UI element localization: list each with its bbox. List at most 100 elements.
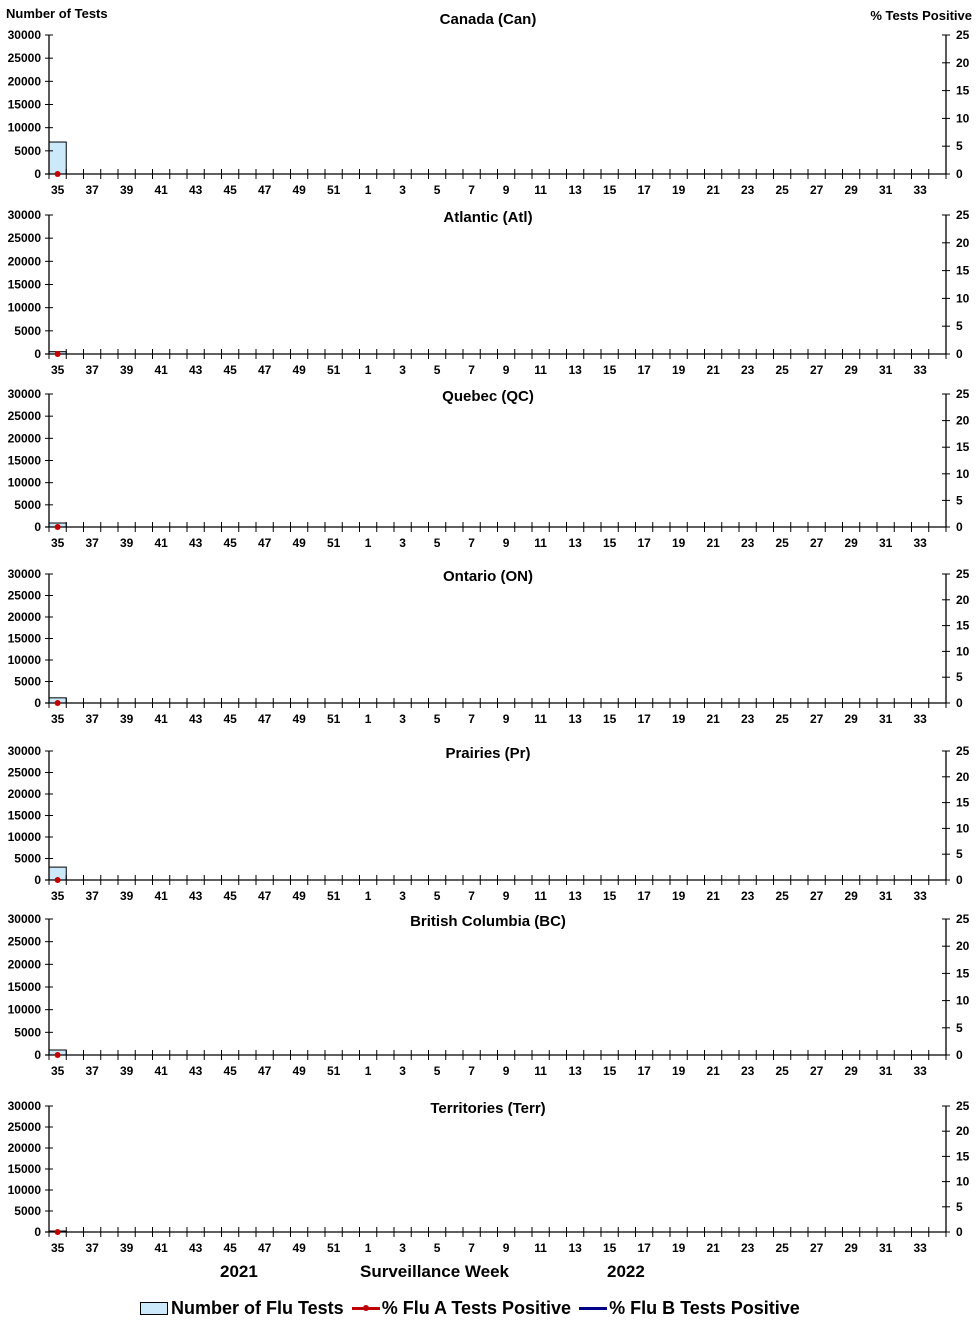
x-tick-label: 7 (468, 1064, 475, 1078)
x-tick-label: 43 (189, 1241, 203, 1255)
x-tick-label: 17 (637, 183, 651, 197)
x-tick-label: 1 (365, 183, 372, 197)
left-tick-label: 30000 (8, 208, 42, 222)
right-tick-label: 5 (956, 319, 963, 333)
x-tick-label: 51 (327, 1064, 341, 1078)
x-tick-label: 39 (120, 889, 134, 903)
x-tick-label: 35 (51, 536, 65, 550)
right-tick-label: 0 (956, 520, 963, 534)
x-tick-label: 31 (879, 536, 893, 550)
right-tick-label: 5 (956, 1021, 963, 1035)
x-tick-label: 35 (51, 712, 65, 726)
x-tick-label: 51 (327, 1241, 341, 1255)
right-tick-label: 5 (956, 670, 963, 684)
left-tick-label: 15000 (8, 1162, 42, 1176)
x-tick-label: 27 (810, 1064, 824, 1078)
right-tick-label: 25 (956, 28, 970, 42)
x-tick-label: 33 (913, 536, 927, 550)
right-tick-label: 25 (956, 387, 970, 401)
x-tick-label: 43 (189, 536, 203, 550)
left-tick-label: 30000 (8, 28, 42, 42)
x-tick-label: 1 (365, 363, 372, 377)
x-tick-label: 9 (503, 1241, 510, 1255)
right-tick-label: 15 (956, 796, 970, 810)
x-tick-label: 47 (258, 1064, 272, 1078)
x-tick-label: 29 (844, 183, 858, 197)
right-tick-label: 25 (956, 744, 970, 758)
x-tick-label: 19 (672, 1064, 686, 1078)
left-tick-label: 20000 (8, 1141, 42, 1155)
left-tick-label: 25000 (8, 409, 42, 423)
x-tick-label: 37 (85, 363, 99, 377)
x-tick-label: 11 (534, 712, 547, 726)
x-tick-label: 3 (399, 1241, 406, 1255)
x-tick-label: 33 (913, 363, 927, 377)
x-tick-label: 49 (292, 1064, 306, 1078)
x-tick-label: 19 (672, 1241, 686, 1255)
x-tick-label: 49 (292, 889, 306, 903)
right-tick-label: 0 (956, 1225, 963, 1239)
x-tick-label: 23 (741, 889, 755, 903)
left-tick-label: 15000 (8, 632, 42, 646)
panel-title: Prairies (Pr) (445, 745, 530, 762)
right-tick-label: 10 (956, 291, 970, 305)
right-tick-label: 10 (956, 111, 970, 125)
x-tick-label: 25 (775, 536, 789, 550)
x-tick-label: 1 (365, 1241, 372, 1255)
left-tick-label: 30000 (8, 387, 42, 401)
x-tick-label: 51 (327, 183, 341, 197)
left-tick-label: 30000 (8, 744, 42, 758)
x-tick-label: 5 (434, 536, 441, 550)
x-tick-label: 31 (879, 889, 893, 903)
flu-a-marker (54, 524, 61, 530)
x-tick-label: 9 (503, 889, 510, 903)
x-tick-label: 13 (568, 363, 582, 377)
x-tick-label: 1 (365, 889, 372, 903)
x-tick-label: 23 (741, 363, 755, 377)
legend-item-flu-b: % Flu B Tests Positive (579, 1298, 800, 1319)
x-tick-label: 35 (51, 1241, 65, 1255)
x-tick-label: 29 (844, 889, 858, 903)
panel-title: Quebec (QC) (442, 388, 534, 405)
legend-label: Number of Flu Tests (171, 1298, 344, 1318)
x-tick-label: 3 (399, 183, 406, 197)
left-tick-label: 20000 (8, 74, 42, 88)
flu-a-marker (54, 877, 61, 883)
right-tick-label: 15 (956, 440, 970, 454)
x-tick-label: 41 (154, 536, 168, 550)
x-tick-label: 47 (258, 536, 272, 550)
panel-title: Territories (Terr) (430, 1100, 545, 1117)
x-tick-label: 49 (292, 536, 306, 550)
right-tick-label: 20 (956, 236, 970, 250)
x-tick-label: 41 (154, 363, 168, 377)
x-tick-label: 31 (879, 183, 893, 197)
x-tick-label: 11 (534, 363, 547, 377)
left-tick-label: 0 (34, 873, 41, 887)
x-tick-label: 33 (913, 712, 927, 726)
panel-title: British Columbia (BC) (410, 913, 566, 930)
x-tick-label: 39 (120, 183, 134, 197)
panel-title: Canada (Can) (440, 11, 537, 28)
x-tick-label: 31 (879, 712, 893, 726)
x-tick-label: 43 (189, 889, 203, 903)
x-tick-label: 23 (741, 1241, 755, 1255)
x-tick-label: 31 (879, 363, 893, 377)
x-tick-label: 47 (258, 889, 272, 903)
x-tick-label: 47 (258, 712, 272, 726)
right-tick-label: 5 (956, 493, 963, 507)
x-tick-label: 29 (844, 1241, 858, 1255)
x-tick-label: 23 (741, 536, 755, 550)
x-tick-label: 41 (154, 183, 168, 197)
left-tick-label: 0 (34, 347, 41, 361)
right-tick-label: 20 (956, 56, 970, 70)
x-tick-label: 49 (292, 183, 306, 197)
x-tick-label: 17 (637, 889, 651, 903)
left-tick-label: 30000 (8, 912, 42, 926)
x-tick-label: 15 (603, 183, 617, 197)
x-tick-label: 37 (85, 1241, 99, 1255)
x-tick-label: 3 (399, 536, 406, 550)
x-tick-label: 23 (741, 1064, 755, 1078)
left-tick-label: 25000 (8, 935, 42, 949)
x-tick-label: 33 (913, 889, 927, 903)
x-tick-label: 3 (399, 363, 406, 377)
